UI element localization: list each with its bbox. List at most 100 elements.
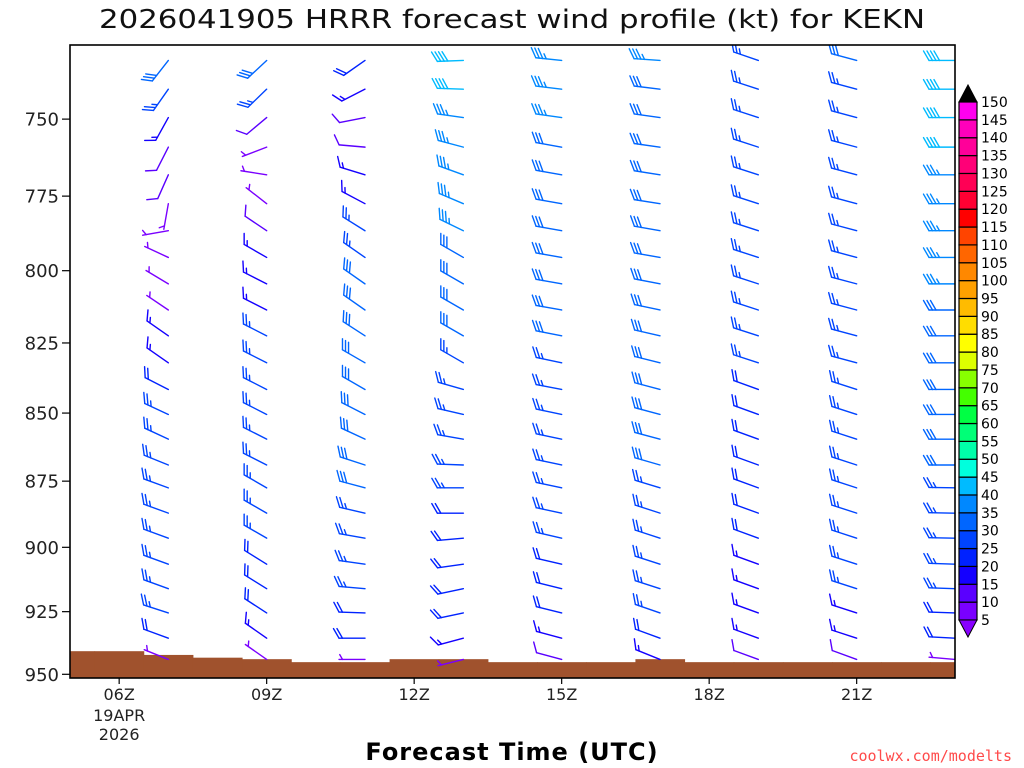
barb-feather (348, 313, 351, 327)
barb-feather (535, 268, 541, 281)
barb-staff (733, 478, 760, 489)
wind-barb (629, 159, 661, 176)
barb-half-feather (836, 453, 840, 460)
barb-half-feather (637, 644, 640, 652)
barb-staff (634, 355, 661, 364)
barb-staff (341, 401, 366, 416)
x-tick-label: 06Z (104, 685, 135, 704)
barb-feather (633, 242, 639, 255)
barb-feather (430, 558, 439, 569)
barb-staff (246, 59, 268, 79)
wind-barb (244, 204, 268, 232)
barb-feather (337, 550, 344, 562)
barb-feather (144, 468, 148, 481)
barb-feather (345, 285, 349, 298)
wind-barb (922, 193, 955, 205)
barb-staff (142, 604, 170, 614)
wind-barb (922, 78, 955, 90)
barb-half-feather (442, 430, 446, 437)
wind-barb (440, 311, 465, 337)
barb-feather (831, 129, 836, 143)
barb-staff (928, 611, 955, 614)
wind-barb (922, 454, 955, 466)
barb-half-feather (447, 191, 450, 199)
barb-feather (434, 77, 442, 90)
barb-half-feather (248, 183, 251, 191)
wind-barb (440, 285, 465, 311)
wind-barb (828, 185, 858, 205)
wind-barb (340, 390, 366, 416)
barb-feather (731, 568, 735, 581)
barb-half-feather (836, 377, 840, 385)
wind-barb (242, 312, 268, 337)
colorbar-swatch (958, 297, 978, 317)
plot-frame (69, 44, 956, 679)
barb-feather (632, 48, 639, 60)
wind-barb (141, 229, 170, 236)
colorbar-swatch (958, 333, 978, 353)
barb-staff (535, 141, 563, 148)
wind-barb (632, 617, 661, 639)
barb-staff (247, 88, 268, 108)
wind-barb (828, 212, 858, 232)
barb-feather (923, 552, 930, 565)
terrain-block (487, 662, 538, 678)
barb-staff (830, 302, 858, 311)
barb-feather (828, 156, 833, 169)
barb-half-feather (437, 639, 443, 645)
barb-staff (242, 426, 268, 440)
barb-column-23Z (922, 50, 955, 661)
wind-barb (923, 552, 955, 565)
barb-feather (922, 502, 930, 514)
barb-feather (242, 312, 245, 325)
barb-staff (830, 167, 858, 176)
barb-feather (333, 70, 345, 77)
barb-half-feather (738, 350, 741, 358)
wind-barb (340, 179, 366, 205)
barb-feather (926, 299, 934, 311)
barb-feather (535, 449, 541, 462)
barb-feather (535, 346, 541, 359)
barb-staff (733, 455, 760, 466)
wind-barb (828, 129, 858, 148)
barb-feather (734, 445, 738, 458)
barb-feather (531, 319, 537, 332)
wind-barb (631, 468, 661, 489)
barb-feather (337, 445, 341, 458)
barb-feather (436, 103, 442, 116)
barb-feather (831, 100, 836, 113)
barb-half-feather (443, 378, 446, 385)
barb-feather (242, 260, 245, 273)
barb-feather (531, 268, 537, 281)
wind-barb (440, 259, 465, 285)
chart-title: 2026041905 HRRR forecast wind profile (k… (99, 5, 925, 35)
barb-feather (236, 74, 249, 79)
barb-feather (443, 184, 447, 197)
wind-barb (331, 113, 366, 124)
barb-staff (535, 557, 563, 565)
colorbar-label: 60 (981, 417, 999, 433)
barb-staff (634, 407, 661, 416)
barb-feather (141, 467, 145, 480)
wind-barb (532, 496, 563, 514)
wind-barb (235, 116, 268, 135)
wind-barb (244, 611, 268, 639)
barb-feather (832, 469, 836, 482)
barb-staff (338, 611, 366, 614)
colorbar-swatch (958, 101, 978, 121)
barb-feather (926, 352, 934, 364)
colorbar-swatch (958, 387, 978, 407)
barb-staff (155, 146, 170, 172)
barb-feather (242, 390, 245, 404)
barb-feather (831, 318, 836, 331)
barb-feather (236, 103, 249, 108)
barb-feather (438, 207, 441, 221)
barb-feather (536, 571, 541, 584)
barb-staff (242, 452, 268, 466)
barb-feather (929, 107, 937, 119)
barb-staff (243, 574, 268, 590)
barb-feather (335, 68, 348, 75)
wind-barb (532, 571, 563, 590)
colorbar-label: 125 (981, 184, 1008, 200)
